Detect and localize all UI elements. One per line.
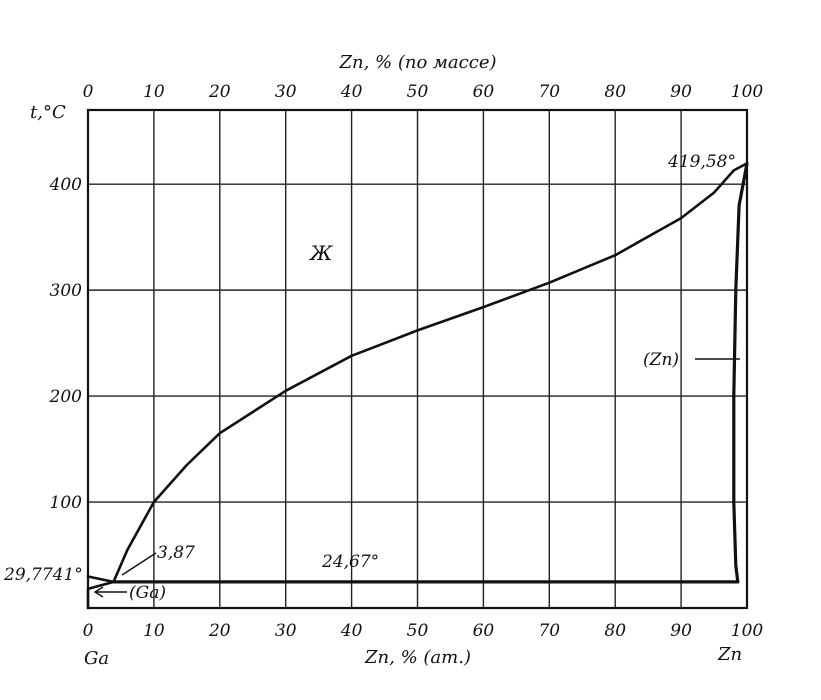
eutectic-point-label: 3,87 bbox=[157, 543, 195, 563]
series-solidus-zn bbox=[732, 161, 749, 584]
x-tick-label-top: 40 bbox=[340, 82, 363, 102]
x-tick-label-top: 0 bbox=[83, 82, 94, 102]
bottom-axis-title: Zn, % (ат.) bbox=[364, 647, 471, 668]
x-tick-label-top: 70 bbox=[538, 82, 560, 102]
x-tick-label-bottom: 30 bbox=[275, 621, 297, 641]
plot-frame bbox=[86, 108, 749, 610]
x-tick-label-top: 30 bbox=[275, 82, 297, 102]
x-tick-label-bottom: 70 bbox=[538, 621, 560, 641]
x-tick-label-top: 100 bbox=[731, 82, 764, 102]
x-tick-label-bottom: 40 bbox=[340, 621, 363, 641]
left-element-label: Ga bbox=[84, 648, 109, 669]
x-tick-label-top: 90 bbox=[670, 82, 692, 102]
top-axis-title: Zn, % (по массе) bbox=[338, 52, 496, 73]
x-tick-label-bottom: 50 bbox=[407, 621, 429, 641]
x-tick-label-bottom: 60 bbox=[473, 621, 495, 641]
ga-phase-arrow bbox=[93, 586, 104, 598]
y-axis-title: t,°C bbox=[30, 102, 66, 123]
series-liquidus bbox=[112, 162, 749, 584]
x-tick-label-top: 20 bbox=[208, 82, 231, 102]
x-tick-label-bottom: 100 bbox=[731, 621, 764, 641]
x-tick-label-bottom: 80 bbox=[604, 621, 626, 641]
tick-labels: 0 0 10 10 20 20 30 30 40 40 50 50 60 60 70 70 80 80 90 90 10… bbox=[49, 82, 764, 641]
zn-melting-label: 419,58° bbox=[667, 152, 736, 172]
x-tick-label-top: 80 bbox=[604, 82, 626, 102]
x-tick-label-top: 50 bbox=[407, 82, 429, 102]
series-group bbox=[86, 161, 749, 610]
liquid-region-label: Ж bbox=[308, 241, 333, 265]
annotation-leaders bbox=[93, 358, 740, 598]
x-tick-label-bottom: 90 bbox=[670, 621, 692, 641]
y-tick-label: 200 bbox=[49, 387, 83, 407]
right-element-label: Zn bbox=[717, 644, 742, 665]
x-tick-label-top: 10 bbox=[143, 82, 165, 102]
x-tick-label-bottom: 10 bbox=[143, 621, 165, 641]
eutectic-temp-label: 24,67° bbox=[321, 552, 379, 572]
y-tick-label: 400 bbox=[49, 175, 83, 195]
grid bbox=[88, 110, 747, 608]
y-tick-label: 300 bbox=[50, 281, 83, 301]
x-tick-label-top: 60 bbox=[473, 82, 495, 102]
eutectic-point-leader bbox=[121, 552, 157, 576]
ga-phase-label: (Ga) bbox=[129, 583, 166, 603]
ga-melting-label: 29,7741° bbox=[3, 565, 83, 585]
zn-phase-label: (Zn) bbox=[643, 350, 679, 370]
x-tick-label-bottom: 0 bbox=[83, 621, 94, 641]
series-ga-side bbox=[86, 575, 115, 610]
y-tick-label: 100 bbox=[50, 493, 83, 513]
x-tick-label-bottom: 20 bbox=[208, 621, 231, 641]
